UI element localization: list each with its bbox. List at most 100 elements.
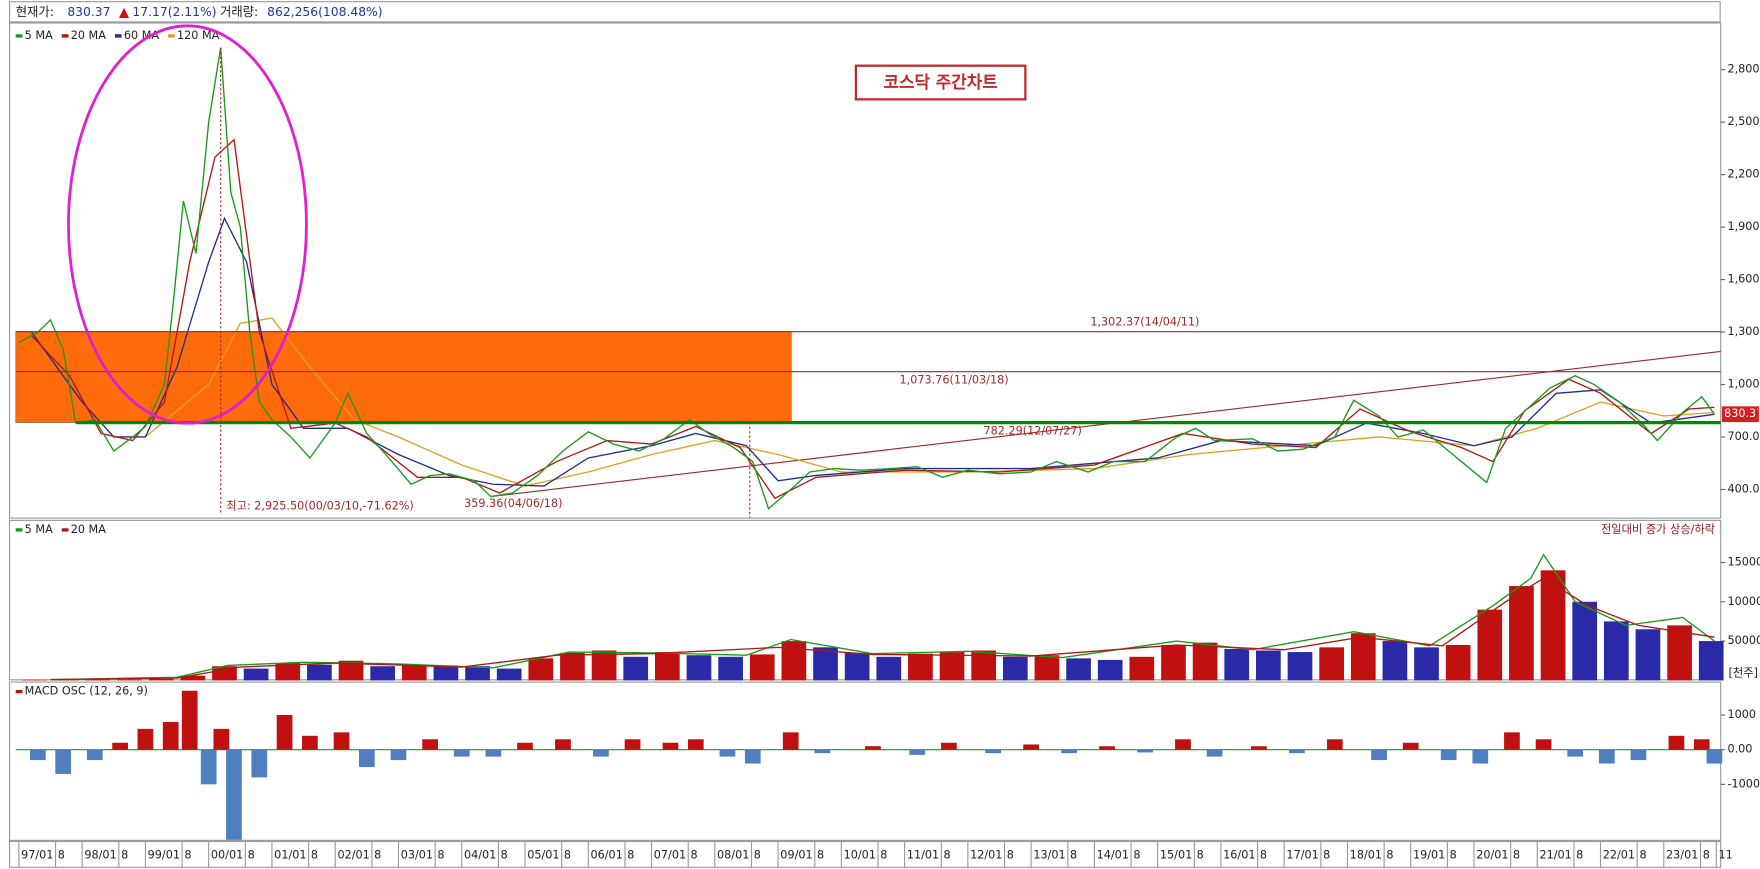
- volume-bar: [496, 668, 522, 681]
- volume-bar: [623, 656, 649, 681]
- oscillator-bar: [453, 749, 470, 757]
- oscillator-bar: [985, 749, 1002, 754]
- legend-label: 60 MA: [124, 29, 160, 42]
- x-tick-label: 19/01: [1413, 849, 1445, 862]
- y-tick-label: 2,200: [1727, 168, 1759, 181]
- x-tick-label: 20/01: [1476, 849, 1508, 862]
- y-tick-label: 50000: [1727, 634, 1760, 647]
- oscillator-bar: [200, 749, 217, 785]
- oscillator-bar: [358, 749, 375, 768]
- oscillator-bar: [1668, 735, 1685, 750]
- oscillator-bar: [55, 749, 72, 774]
- series-line: [50, 553, 1715, 681]
- oscillator-bar: [1099, 746, 1115, 750]
- volume-bar: [243, 668, 269, 681]
- x-tick-label: 13/01: [1033, 849, 1065, 862]
- x-tick-label: 22/01: [1603, 849, 1635, 862]
- x-tick-label: 8: [564, 849, 571, 862]
- x-tick-label: 8: [58, 849, 65, 862]
- oscillator-bar: [1206, 749, 1223, 757]
- y-tick-label: 1,000: [1727, 378, 1759, 391]
- volume-bar: [939, 652, 965, 681]
- volume-bar: [876, 656, 902, 681]
- x-tick-label: 8: [690, 849, 697, 862]
- volume-bar: [1161, 645, 1186, 681]
- x-tick-label: 23/01: [1666, 849, 1698, 862]
- volume-label: 거래량:: [220, 5, 258, 19]
- x-tick-label: 8: [944, 849, 951, 862]
- highlight-zone: [15, 331, 792, 423]
- oscillator-bar: [1440, 749, 1457, 761]
- volume-bar: [813, 647, 838, 681]
- y-tick-label: 1,300: [1727, 325, 1759, 338]
- volume-bar: [718, 656, 743, 681]
- x-tick-label: 00/01: [211, 849, 243, 862]
- x-tick-label: 21/01: [1539, 849, 1571, 862]
- x-tick-label: 8: [501, 849, 508, 862]
- volume-bar: [1256, 650, 1281, 681]
- volume-bar: [1635, 629, 1661, 681]
- x-tick-label: 8: [880, 849, 887, 862]
- oscillator-bar: [1693, 739, 1710, 750]
- chart-title: 코스닥 주간차트: [884, 72, 998, 92]
- oscillator-bar: [624, 739, 641, 750]
- oscillator-bar: [1706, 749, 1723, 764]
- volume-bar: [1509, 586, 1534, 681]
- price-tag-label: 830.37: [1724, 407, 1760, 420]
- y-tick-label: 1,900: [1727, 220, 1759, 233]
- y-tick-label: -1000: [1727, 777, 1760, 790]
- volume-bar: [1445, 645, 1471, 681]
- volume-bar: [370, 666, 395, 681]
- oscillator-bar: [213, 728, 230, 750]
- oscillator-bar: [814, 749, 831, 754]
- volume-bar: [1224, 648, 1250, 681]
- annotation: 359.36(04/06/18): [464, 497, 562, 510]
- x-tick-label: 8: [1513, 849, 1520, 862]
- x-tick-label: 8: [248, 849, 255, 862]
- series-line: [18, 47, 1715, 510]
- legend-label: 5 MA: [25, 29, 53, 42]
- title-box: [854, 64, 1027, 101]
- oscillator-bar: [226, 749, 242, 840]
- volume-bar: [401, 664, 427, 681]
- price-tag-clip: 830.37: [1724, 407, 1760, 420]
- x-tick-label: 14/01: [1097, 849, 1129, 862]
- oscillator-bar: [744, 749, 761, 764]
- legend-label: MACD OSC (12, 26, 9): [25, 685, 148, 698]
- price-panel: [8, 22, 1722, 519]
- y-tick-label: 0.00: [1727, 743, 1752, 756]
- oscillator-bar: [1402, 742, 1419, 750]
- volume-bar: [749, 654, 775, 681]
- volume-bar: [1319, 647, 1344, 681]
- volume-bar: [686, 655, 712, 681]
- price-label: 현재가:: [16, 5, 54, 19]
- x-tick-label: 11/01: [907, 849, 939, 862]
- level-label: 1,302.37(14/04/11): [1090, 316, 1199, 329]
- volume-bar: [180, 675, 206, 681]
- y-tick-label: 1,600: [1727, 273, 1759, 286]
- oscillator-bar: [302, 735, 318, 750]
- y-tick-label: 700.00: [1727, 430, 1760, 443]
- legend-label: 20 MA: [71, 29, 107, 42]
- x-tick-label: 8: [437, 849, 444, 862]
- price-tag: [1721, 406, 1759, 423]
- oscillator-bar: [1535, 739, 1552, 750]
- x-tick-label: 18/01: [1350, 849, 1382, 862]
- y-tick-label: 100000: [1727, 595, 1760, 608]
- volume-bar: [781, 641, 807, 681]
- x-tick-label: 03/01: [401, 849, 433, 862]
- volume-bar: [275, 663, 301, 681]
- x-tick-label: 8: [374, 849, 381, 862]
- x-tick-label: 16/01: [1223, 849, 1255, 862]
- oscillator-bar: [181, 690, 198, 750]
- legend-label: 5 MA: [25, 523, 53, 536]
- volume-bar: [212, 666, 237, 681]
- oscillator-bar: [941, 742, 957, 750]
- level-label: 782.29(12/07/27): [983, 425, 1081, 438]
- volume-value: 862,256(108.48%): [267, 5, 382, 19]
- x-tick-label: 04/01: [464, 849, 496, 862]
- volume-bar: [560, 652, 585, 681]
